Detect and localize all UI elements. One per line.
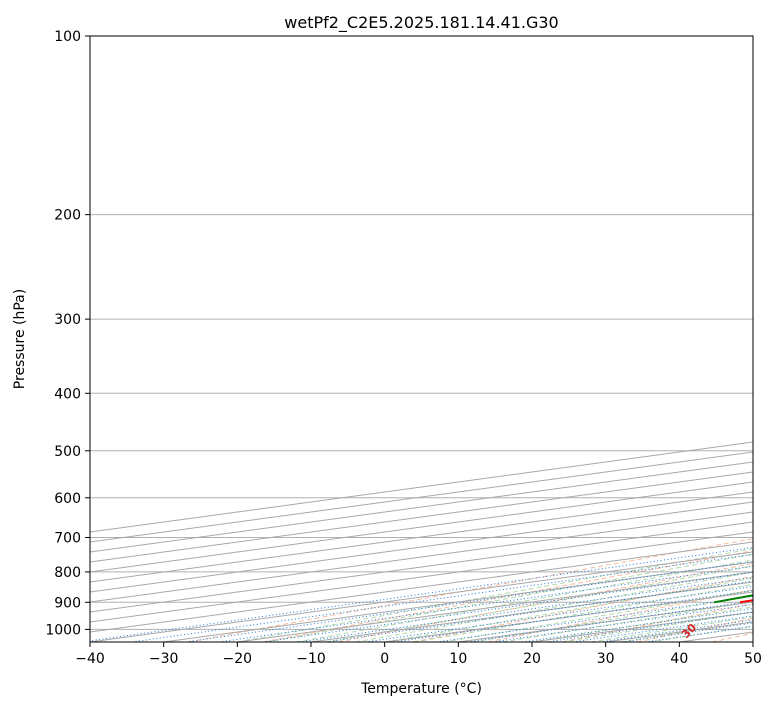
isotherm-line [310, 581, 753, 642]
moist-adiabat [531, 606, 753, 642]
x-tick-label: 40 [670, 651, 688, 667]
isotherm-line [90, 531, 753, 623]
mixing-ratio-line [90, 546, 753, 642]
isotherm-line [752, 641, 753, 642]
dry-adiabat [636, 617, 753, 642]
x-tick-label: −10 [296, 651, 326, 667]
y-tick-label: 100 [54, 29, 81, 45]
moist-adiabat [502, 601, 753, 642]
dry-adiabat [562, 603, 753, 642]
dry-adiabat [487, 589, 753, 642]
isotherm-line [90, 441, 753, 533]
isotherm-line [90, 551, 753, 642]
moist-adiabat [384, 577, 753, 642]
moist-adiabat [561, 611, 753, 642]
dry-adiabat [263, 550, 753, 642]
moist-adiabat [355, 571, 753, 642]
x-tick-label: 30 [597, 651, 615, 667]
x-tick-label: −20 [223, 651, 253, 667]
x-tick-label: 50 [744, 651, 762, 667]
isotherm-label: 40 [235, 691, 255, 708]
isotherm-line [531, 611, 753, 642]
x-tick-label: 10 [449, 651, 467, 667]
mixing-ratio-line [572, 615, 753, 642]
mixing-ratio-line [467, 600, 753, 642]
moist-adiabat [414, 583, 753, 642]
isotherm-line [90, 481, 753, 573]
y-tick-label: 500 [54, 444, 81, 460]
moist-adiabat [266, 553, 753, 642]
moist-adiabat [325, 565, 753, 642]
isotherm-line [90, 491, 753, 583]
x-axis-title: Temperature (°C) [360, 681, 482, 697]
y-axis-title: Pressure (hPa) [12, 289, 28, 389]
x-axis: −40 −30 −20 −10 0 10 20 30 40 50 [75, 642, 762, 667]
chart-title: wetPf2_C2E5.2025.181.14.41.G30 [284, 13, 558, 33]
y-axis: 100 200 300 400 500 600 700 800 900 1000 [45, 29, 90, 638]
dry-adiabat-lines [188, 538, 753, 642]
plot-frame [89, 35, 754, 643]
dry-adiabat [338, 562, 753, 642]
isotherm-line [458, 601, 753, 642]
isotherm-line [605, 621, 753, 642]
dry-adiabat [711, 632, 753, 642]
isotherm-lines [90, 441, 753, 642]
mixing-ratio-line [262, 571, 753, 642]
y-tick-label: 600 [54, 491, 81, 507]
x-tick-label: 20 [523, 651, 541, 667]
x-tick-label: −40 [75, 651, 105, 667]
mixing-ratio-line [394, 590, 753, 642]
moist-adiabat [649, 625, 753, 642]
mixing-ratio-lines [90, 546, 753, 642]
isotherm-label: 30 [679, 621, 699, 641]
mixing-ratio-line [436, 595, 753, 642]
isotherm-line [90, 521, 753, 613]
y-tick-label: 1000 [45, 622, 81, 638]
plot-area: -100-90-80-70-60-50-40-30-20-10010203040… [90, 36, 753, 708]
y-tick-label: 300 [54, 312, 81, 328]
y-tick-label: 700 [54, 531, 81, 547]
moist-adiabat [237, 548, 753, 642]
isobar-grid-lines [90, 36, 753, 630]
isotherm-line [90, 451, 753, 543]
isotherm-line [90, 511, 753, 603]
mixing-ratio-line [645, 625, 753, 642]
x-tick-label: 0 [380, 651, 389, 667]
isotherm-line [90, 541, 753, 633]
y-tick-label: 900 [54, 595, 81, 611]
isotherm-line [90, 471, 753, 563]
y-tick-label: 800 [54, 565, 81, 581]
isotherm-line [90, 501, 753, 593]
mixing-ratio-line [365, 585, 753, 642]
isotherm-line [90, 461, 753, 553]
y-tick-label: 400 [54, 386, 81, 402]
moist-adiabat [473, 595, 753, 642]
y-tick-label: 200 [54, 208, 81, 224]
isotherm-line [384, 591, 753, 642]
x-tick-label: −30 [149, 651, 179, 667]
